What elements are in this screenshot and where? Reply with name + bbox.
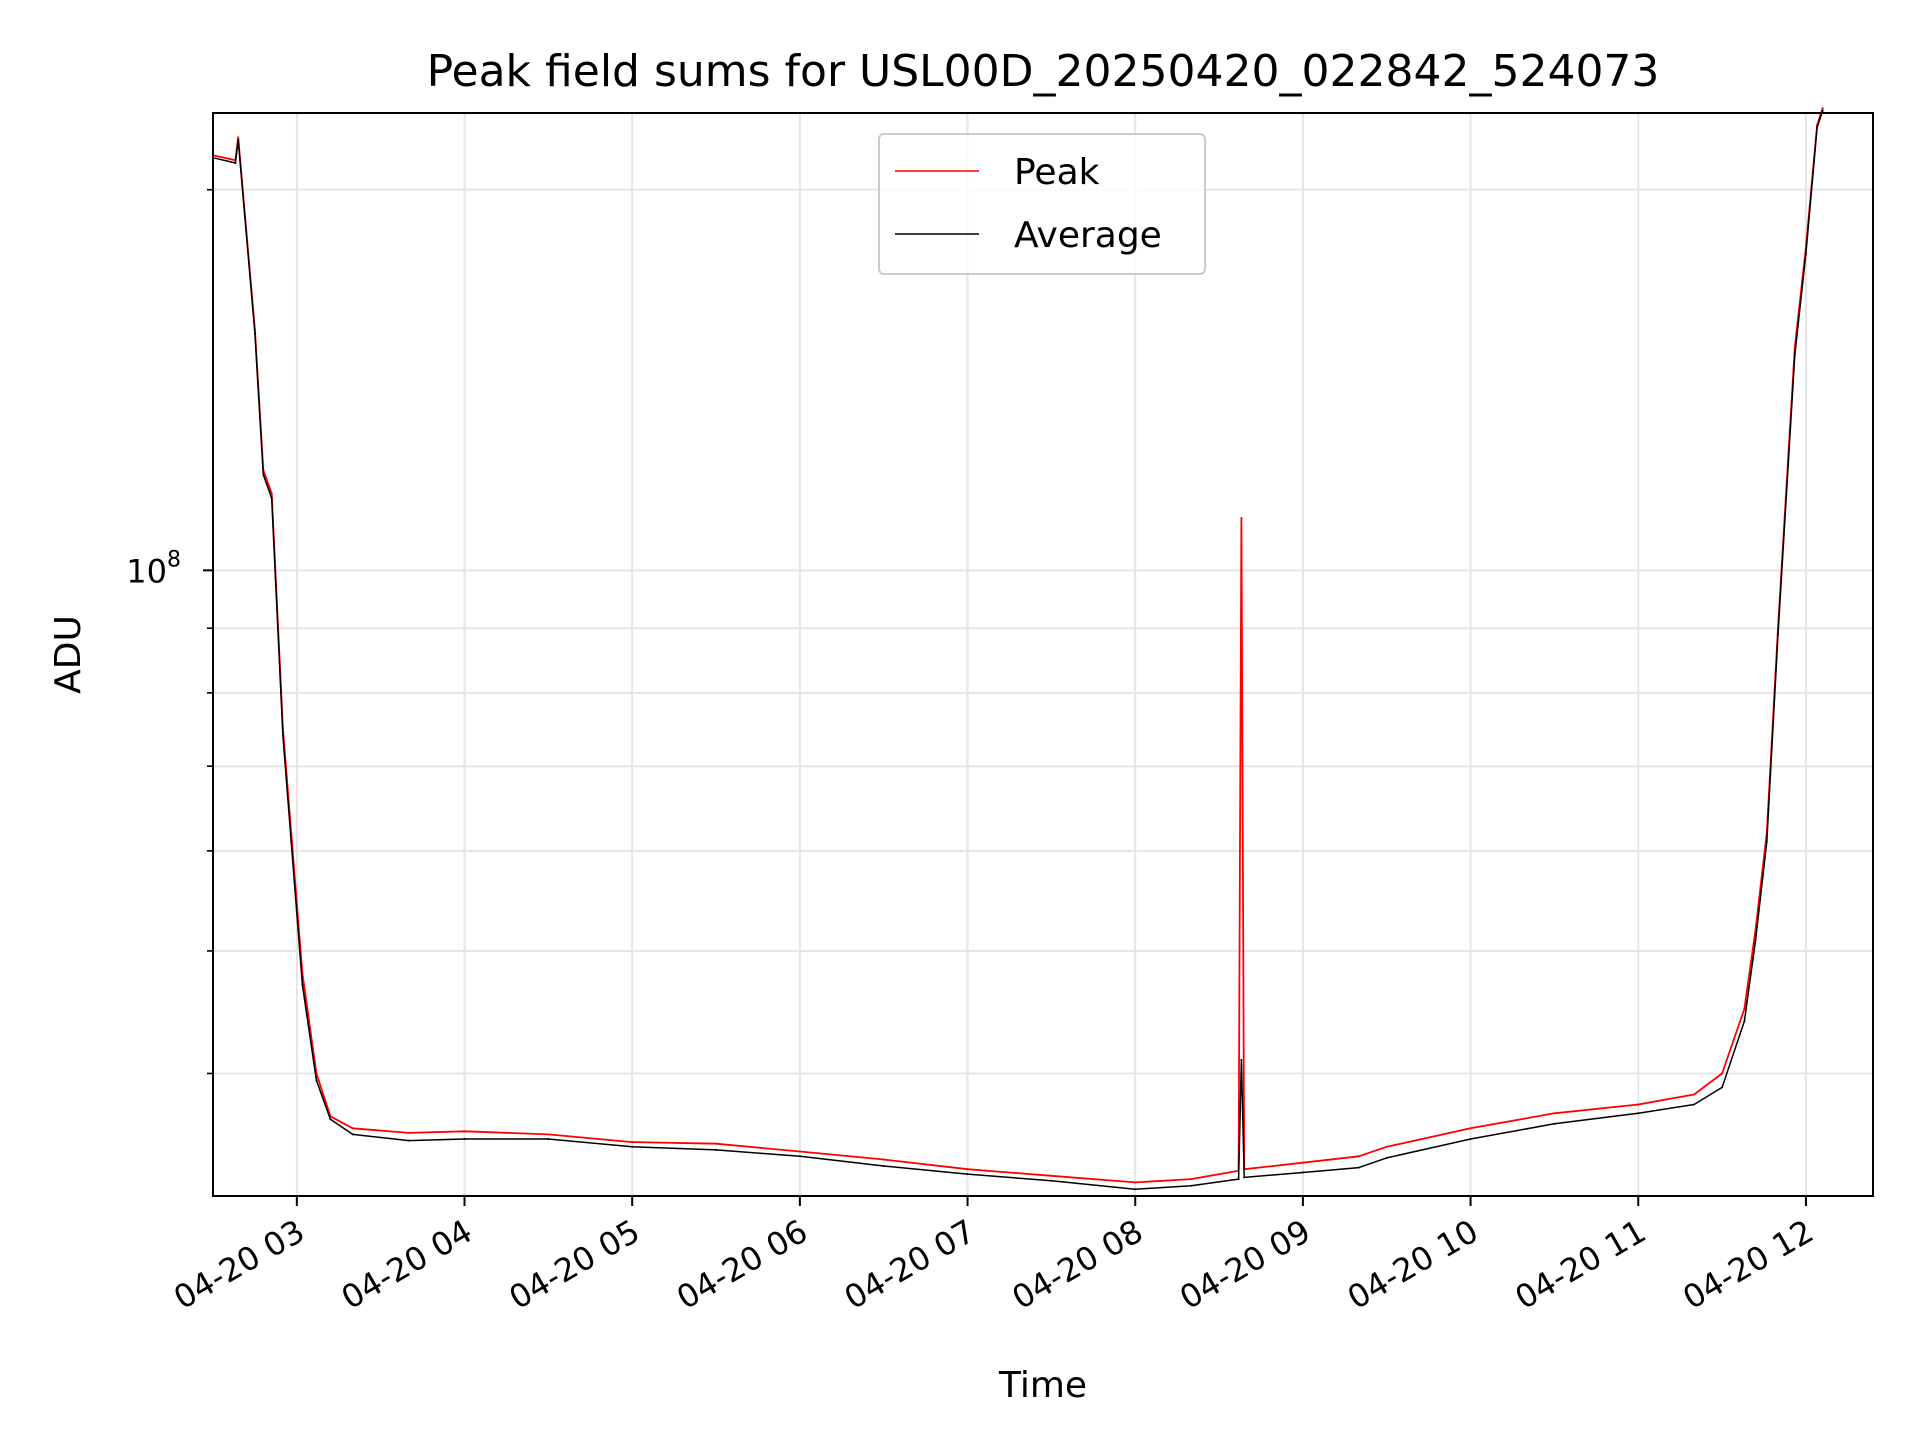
data-point-peak (1357, 1155, 1360, 1158)
data-point-average (463, 1138, 466, 1140)
legend: Peak Average (878, 133, 1206, 275)
legend-box (878, 133, 1206, 275)
data-point-peak (882, 1158, 885, 1161)
data-point-average (301, 983, 304, 986)
data-point-average (1743, 1020, 1746, 1023)
grid (213, 113, 1873, 1196)
data-point-peak (237, 136, 240, 139)
data-point-average (1243, 1176, 1246, 1179)
data-point-peak (1050, 1174, 1053, 1177)
data-point-average (1357, 1166, 1360, 1169)
data-point-peak (1385, 1145, 1388, 1148)
data-point-average (1237, 1178, 1240, 1181)
data-point-peak (270, 492, 273, 495)
chart-title: Peak field sums for USL00D_20250420_0228… (427, 46, 1660, 97)
data-point-peak (1743, 1007, 1746, 1010)
data-point-average (1793, 354, 1796, 357)
x-axis-label: Time (998, 1365, 1087, 1406)
data-point-average (351, 1133, 354, 1136)
data-point-average (262, 473, 265, 476)
data-point-average (798, 1155, 801, 1158)
data-point-average (715, 1148, 717, 1151)
data-point-average (270, 497, 273, 500)
data-point-average (1134, 1188, 1137, 1191)
y-axis-label: ADU (48, 615, 89, 694)
data-point-average (1385, 1156, 1388, 1159)
data-point-average (1693, 1103, 1696, 1106)
data-point-average (631, 1145, 634, 1148)
data-point-peak (351, 1127, 354, 1130)
data-point-average (1754, 939, 1757, 942)
data-point-average (234, 162, 237, 164)
data-point-average (281, 734, 284, 737)
plot-frame (212, 112, 1874, 1197)
data-point-average (1301, 1171, 1304, 1174)
data-point-peak (631, 1141, 634, 1144)
data-point-peak (407, 1131, 410, 1134)
data-point-average (966, 1173, 969, 1176)
data-point-peak (1469, 1127, 1472, 1130)
data-point-peak (1301, 1161, 1304, 1164)
data-point-peak (798, 1150, 801, 1153)
data-point-average (1816, 126, 1819, 129)
data-point-average (882, 1165, 885, 1167)
data-point-peak (1190, 1178, 1193, 1181)
data-point-peak (547, 1133, 550, 1136)
data-point-average (407, 1139, 410, 1142)
legend-label-average: Average (1014, 215, 1162, 256)
data-point-average (1765, 840, 1768, 843)
data-point-average (1553, 1122, 1556, 1125)
data-point-peak (966, 1168, 969, 1171)
data-point-average (237, 138, 240, 141)
data-point-peak (1721, 1072, 1724, 1075)
data-point-average (1804, 252, 1807, 255)
legend-label-peak: Peak (1014, 152, 1100, 193)
data-point-average (547, 1138, 550, 1140)
data-point-peak (1134, 1181, 1137, 1184)
data-point-peak (1693, 1093, 1696, 1096)
data-point-peak (715, 1142, 717, 1145)
series-line-average (212, 110, 1824, 1190)
data-point-average (290, 840, 293, 843)
data-point-average (1637, 1112, 1640, 1115)
data-point-average (315, 1079, 318, 1082)
data-point-average (1777, 633, 1779, 636)
data-point-peak (1553, 1112, 1556, 1115)
data-point-average (329, 1118, 332, 1121)
data-point-average (1469, 1138, 1472, 1140)
data-point-peak (1821, 107, 1824, 110)
data-point-peak (1637, 1103, 1640, 1106)
data-point-average (1821, 109, 1824, 112)
data-point-average (1240, 1058, 1243, 1061)
data-point-peak (463, 1130, 466, 1133)
data-point-average (1721, 1086, 1724, 1089)
data-point-average (253, 332, 256, 335)
y-tick-label: 108 (126, 547, 181, 590)
data-point-peak (1240, 517, 1243, 519)
data-point-average (1050, 1179, 1053, 1182)
data-point-average (1190, 1184, 1193, 1187)
